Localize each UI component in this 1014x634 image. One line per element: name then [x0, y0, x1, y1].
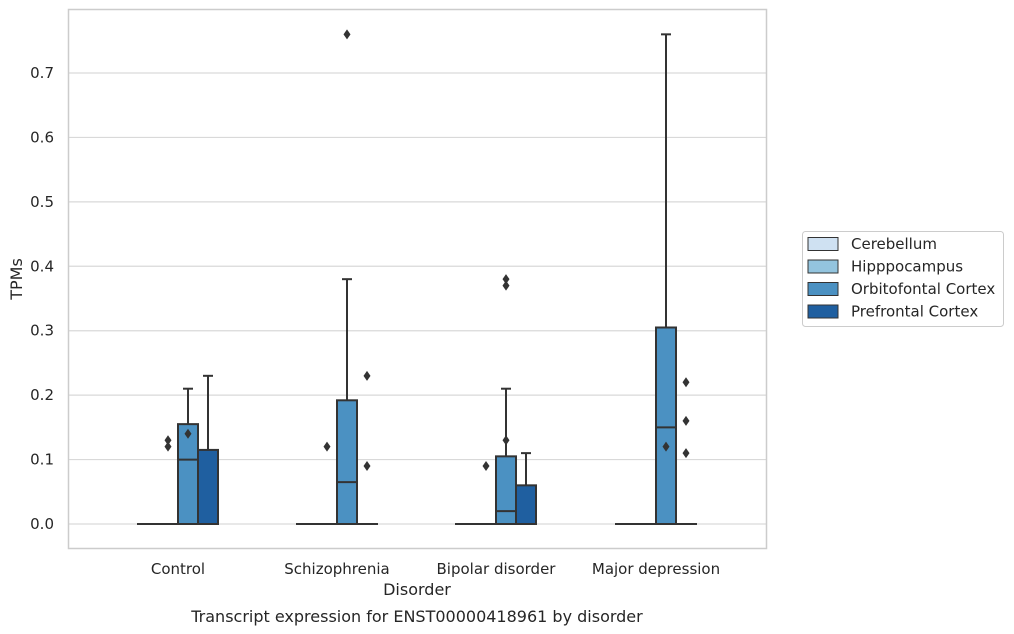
outlier-point	[502, 435, 510, 446]
box-hipppocampus-0	[157, 435, 179, 526]
box-prefrontal-cortex-1	[356, 370, 378, 526]
y-tick-label: 0.2	[30, 386, 54, 404]
y-tick-label: 0.5	[30, 193, 54, 211]
box-hipppocampus-1	[316, 441, 338, 526]
x-tick-label: Schizophrenia	[284, 560, 389, 578]
outlier-point	[482, 461, 490, 472]
box-orbitofontal-cortex-3	[655, 33, 677, 525]
outlier-point	[363, 370, 371, 381]
x-tick-label: Major depression	[592, 560, 720, 578]
outlier-point	[682, 415, 690, 426]
box-prefrontal-cortex-2	[515, 452, 537, 526]
box-body	[197, 448, 219, 525]
box-body	[655, 326, 677, 525]
legend-swatch	[807, 259, 839, 274]
y-tick-label: 0.4	[30, 257, 54, 275]
outlier-point	[502, 274, 510, 285]
outlier-point	[343, 29, 351, 40]
outlier-point	[164, 441, 172, 452]
box-orbitofontal-cortex-0	[177, 387, 199, 525]
box-hipppocampus-2	[475, 461, 497, 526]
y-tick-label: 0.6	[30, 128, 54, 146]
chart-caption: Transcript expression for ENST0000041896…	[190, 607, 643, 626]
box-prefrontal-cortex-0	[197, 374, 219, 525]
outlier-point	[363, 461, 371, 472]
plot-frame	[67, 8, 768, 550]
y-tick-label: 0.0	[30, 515, 54, 533]
box-body	[336, 399, 358, 526]
legend: Cerebellum Hipppocampus Orbitofontal Corte…	[802, 231, 1004, 327]
y-tick-label: 0.1	[30, 451, 54, 469]
legend-label: Hipppocampus	[851, 258, 963, 276]
y-axis-title: TPMs	[7, 258, 26, 301]
legend-label: Orbitofontal Cortex	[851, 280, 995, 298]
legend-swatch	[807, 237, 839, 251]
legend-frame	[802, 231, 1004, 327]
x-tick-label: Control	[151, 560, 205, 578]
outlier-point	[682, 377, 690, 388]
box-prefrontal-cortex-3	[675, 377, 697, 526]
box-orbitofontal-cortex-1	[336, 29, 358, 526]
y-tick-label: 0.3	[30, 322, 54, 340]
box-body	[177, 423, 199, 525]
boxes	[137, 29, 697, 526]
legend-label: Prefrontal Cortex	[851, 303, 978, 321]
x-tick-label: Bipolar disorder	[437, 560, 557, 578]
box-body	[495, 455, 517, 526]
legend-swatch	[807, 282, 839, 296]
outlier-point	[682, 448, 690, 459]
box-body	[515, 484, 537, 526]
x-axis-title: Disorder	[383, 580, 451, 599]
box-orbitofontal-cortex-2	[495, 274, 517, 526]
outlier-point	[184, 428, 192, 439]
legend-swatch	[807, 304, 839, 319]
outlier-point	[323, 441, 331, 452]
outlier-point	[662, 441, 670, 452]
tick-labels: 0.0 0.1 0.2 0.3 0.4 0.5 0.6 0.7 Control Schizophr…	[30, 64, 720, 578]
outlier-point	[164, 435, 172, 446]
legend-label: Cerebellum	[851, 235, 937, 253]
y-tick-label: 0.7	[30, 64, 54, 82]
outlier-point	[502, 280, 510, 291]
